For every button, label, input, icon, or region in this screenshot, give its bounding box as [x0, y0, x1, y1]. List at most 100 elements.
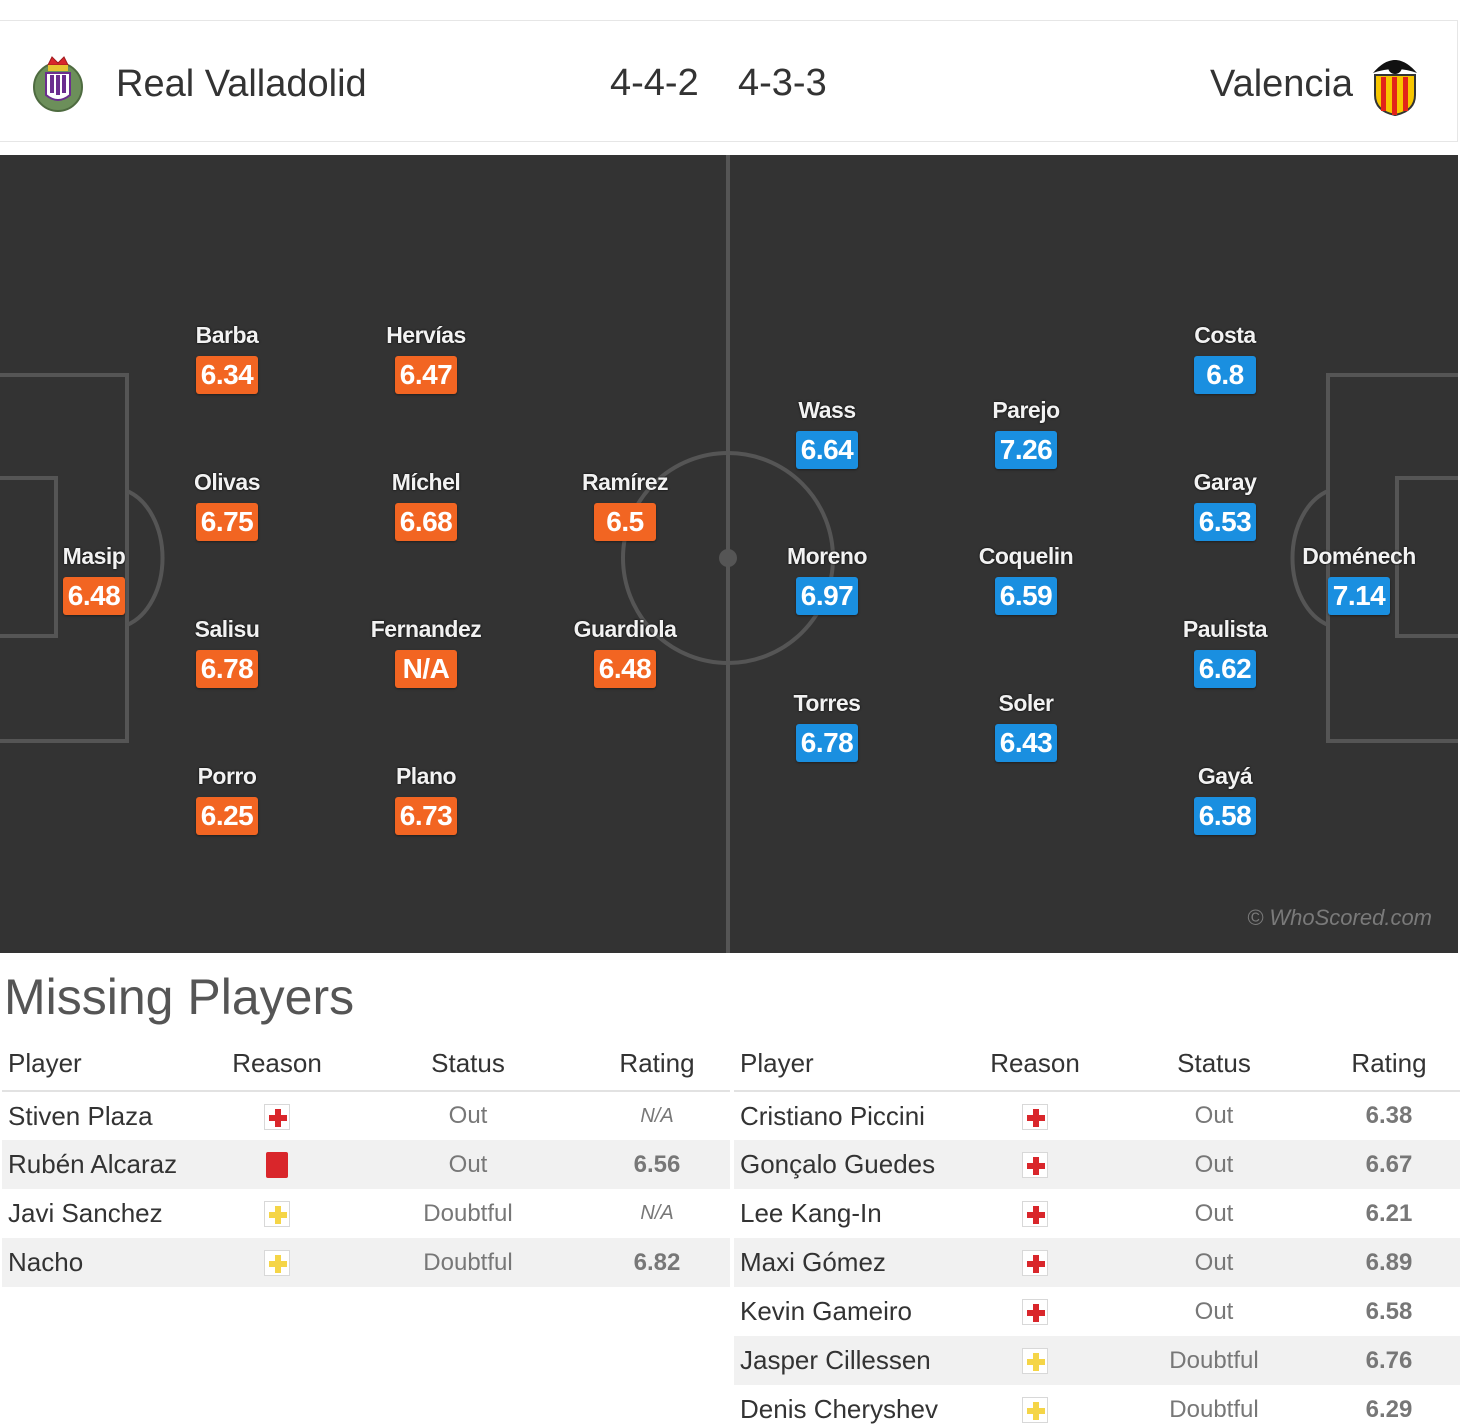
home-player-olivas[interactable]: Olivas 6.75 [147, 469, 307, 541]
doubtful-icon [1022, 1397, 1048, 1424]
missing-status: Doubtful [1169, 1395, 1259, 1423]
player-rating: 6.48 [594, 650, 656, 688]
away-team[interactable]: Valencia [1210, 51, 1423, 117]
injury-icon [1022, 1201, 1048, 1228]
home-player-michel[interactable]: Míchel 6.68 [346, 469, 506, 541]
missing-rating: 6.82 [584, 1238, 730, 1287]
missing-player-name[interactable]: Jasper Cillessen [734, 1336, 960, 1385]
col-header-status[interactable]: Status [1110, 1037, 1318, 1092]
away-player-wass[interactable]: Wass 6.64 [747, 397, 907, 469]
missing-player-name[interactable]: Maxi Gómez [734, 1238, 960, 1287]
table-row[interactable]: Denis Cheryshev Doubtful 6.29 [734, 1385, 1460, 1425]
missing-player-name[interactable]: Stiven Plaza [8, 1100, 153, 1131]
table-row[interactable]: Gonçalo Guedes Out 6.67 [734, 1140, 1460, 1189]
missing-status: Out [1110, 1140, 1318, 1189]
player-name: Masip [62, 543, 126, 569]
missing-reason [202, 1091, 352, 1140]
home-player-hervias[interactable]: Hervías 6.47 [346, 322, 506, 394]
table-row[interactable]: Javi Sanchez Doubtful N/A [2, 1189, 730, 1238]
away-player-torres[interactable]: Torres 6.78 [747, 690, 907, 762]
missing-reason [960, 1238, 1110, 1287]
player-name: Garay [1193, 469, 1257, 495]
away-player-moreno[interactable]: Moreno 6.97 [747, 543, 907, 615]
player-rating: 6.5 [594, 503, 656, 541]
missing-player-name[interactable]: Rubén Alcaraz [2, 1140, 202, 1189]
home-player-barba[interactable]: Barba 6.34 [147, 322, 307, 394]
injury-icon [1022, 1152, 1048, 1179]
player-rating: 6.58 [1194, 797, 1256, 835]
missing-reason [202, 1189, 352, 1238]
away-player-soler[interactable]: Soler 6.43 [946, 690, 1106, 762]
player-name: Míchel [391, 469, 461, 495]
missing-rating: 6.76 [1318, 1336, 1460, 1385]
missing-reason [960, 1287, 1110, 1336]
player-rating: 6.78 [796, 724, 858, 762]
doubtful-icon [264, 1250, 290, 1277]
col-header-rating[interactable]: Rating [584, 1037, 730, 1092]
table-row[interactable]: Maxi Gómez Out 6.89 [734, 1238, 1460, 1287]
missing-rating: 6.38 [1365, 1102, 1413, 1129]
table-row[interactable]: Jasper Cillessen Doubtful 6.76 [734, 1336, 1460, 1385]
table-row[interactable]: Nacho Doubtful 6.82 [2, 1238, 730, 1287]
away-player-costa[interactable]: Costa 6.8 [1145, 322, 1305, 394]
missing-player-name[interactable]: Nacho [2, 1238, 202, 1287]
home-player-fernandez[interactable]: Fernandez N/A [346, 616, 506, 688]
missing-rating: 6.58 [1365, 1297, 1413, 1325]
missing-status: Doubtful [352, 1238, 584, 1287]
missing-status: Doubtful [1110, 1336, 1318, 1385]
valencia-crest-icon [1373, 60, 1417, 117]
player-name: Torres [793, 690, 861, 716]
away-player-coquelin[interactable]: Coquelin 6.59 [946, 543, 1106, 615]
player-rating: 6.78 [196, 650, 258, 688]
missing-player-name[interactable]: Gonçalo Guedes [734, 1140, 960, 1189]
missing-player-name[interactable]: Javi Sanchez [8, 1198, 163, 1228]
col-header-reason[interactable]: Reason [202, 1037, 352, 1092]
home-player-ramirez[interactable]: Ramírez 6.5 [545, 469, 705, 541]
away-player-gaya[interactable]: Gayá 6.58 [1145, 763, 1305, 835]
missing-rating: 6.29 [1365, 1395, 1413, 1423]
pitch-lines [0, 155, 1458, 953]
player-rating: 6.34 [196, 356, 258, 394]
home-team[interactable]: Real Valladolid [30, 51, 367, 117]
missing-player-name[interactable]: Cristiano Piccini [740, 1100, 925, 1131]
player-name: Fernandez [370, 616, 482, 642]
player-name: Salisu [194, 616, 260, 642]
col-header-status[interactable]: Status [352, 1037, 584, 1092]
home-player-guardiola[interactable]: Guardiola 6.48 [545, 616, 705, 688]
missing-player-name[interactable]: Kevin Gameiro [740, 1296, 912, 1326]
table-row[interactable]: Kevin Gameiro Out 6.58 [734, 1287, 1460, 1336]
home-player-plano[interactable]: Plano 6.73 [346, 763, 506, 835]
injury-icon [1022, 1299, 1048, 1326]
player-name: Hervías [386, 322, 466, 348]
table-row[interactable]: Cristiano Piccini Out 6.38 [734, 1091, 1460, 1140]
match-header: Real Valladolid 4-4-2 4-3-3 Valencia [0, 20, 1458, 142]
player-rating: 7.26 [995, 431, 1057, 469]
away-player-garay[interactable]: Garay 6.53 [1145, 469, 1305, 541]
pitch: Masip 6.48 Barba 6.34 Olivas 6.75 Salisu… [0, 155, 1458, 953]
col-header-reason[interactable]: Reason [960, 1037, 1110, 1092]
away-player-domenech[interactable]: Doménech 7.14 [1279, 543, 1439, 615]
col-header-player[interactable]: Player [734, 1037, 960, 1092]
home-player-porro[interactable]: Porro 6.25 [147, 763, 307, 835]
col-header-rating[interactable]: Rating [1318, 1037, 1460, 1092]
missing-status: Out [448, 1102, 488, 1129]
col-header-player[interactable]: Player [2, 1037, 202, 1092]
player-name: Guardiola [573, 616, 677, 642]
away-player-paulista[interactable]: Paulista 6.62 [1145, 616, 1305, 688]
missing-status: Out [1194, 1102, 1234, 1129]
player-name: Barba [195, 322, 259, 348]
missing-status: Doubtful [423, 1199, 513, 1227]
table-row[interactable]: Lee Kang-In Out 6.21 [734, 1189, 1460, 1238]
table-row[interactable]: Stiven Plaza Out N/A [2, 1091, 730, 1140]
missing-status: Out [352, 1140, 584, 1189]
player-rating: 6.68 [395, 503, 457, 541]
away-player-parejo[interactable]: Parejo 7.26 [946, 397, 1106, 469]
missing-status: Out [1194, 1297, 1234, 1325]
player-name: Wass [798, 397, 856, 423]
player-name: Doménech [1302, 543, 1416, 569]
missing-player-name[interactable]: Denis Cheryshev [740, 1394, 938, 1424]
missing-player-name[interactable]: Lee Kang-In [740, 1198, 882, 1228]
table-row[interactable]: Rubén Alcaraz Out 6.56 [2, 1140, 730, 1189]
home-player-masip[interactable]: Masip 6.48 [14, 543, 174, 615]
home-player-salisu[interactable]: Salisu 6.78 [147, 616, 307, 688]
